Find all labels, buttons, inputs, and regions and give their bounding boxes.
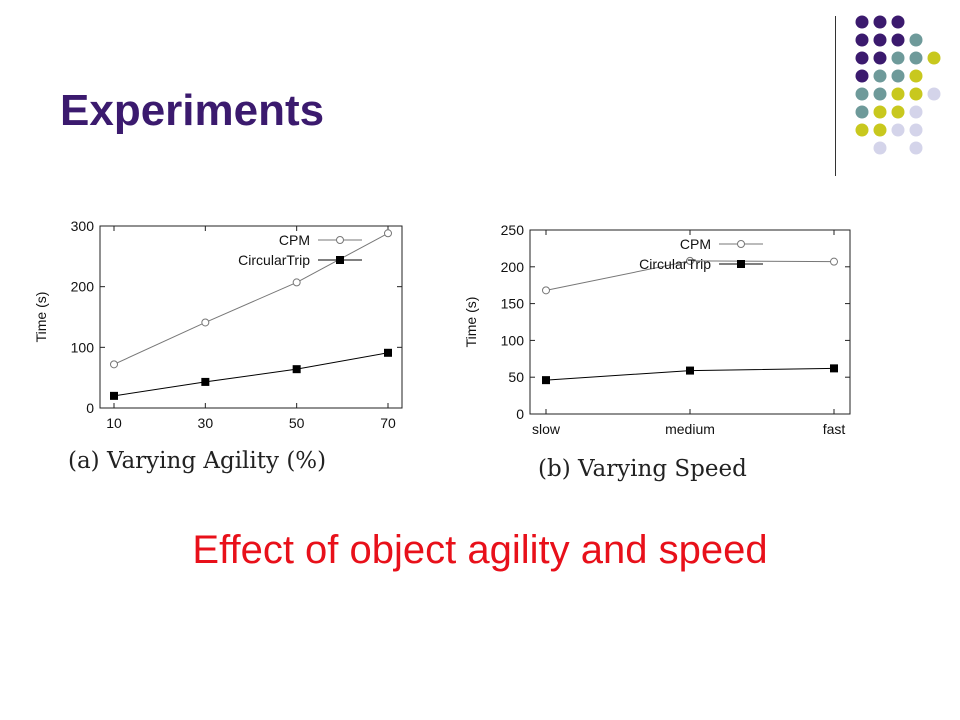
data-point: [686, 256, 694, 265]
y-tick-label: 300: [71, 218, 95, 234]
legend-marker: [737, 240, 745, 248]
data-point: [292, 278, 301, 287]
x-tick-label: slow: [532, 421, 561, 437]
decor-dot: [855, 69, 869, 83]
data-point: [384, 348, 392, 357]
data-point: [830, 257, 838, 266]
decor-dot: [891, 33, 905, 47]
y-tick-label: 250: [501, 222, 525, 238]
decor-dot: [891, 123, 905, 137]
chart-a-caption: (a) Varying Agility (%): [68, 448, 327, 474]
data-point: [830, 364, 838, 373]
decor-dot: [891, 87, 905, 101]
decor-dot: [909, 141, 923, 155]
x-tick-label: 10: [106, 415, 122, 431]
decor-dot: [855, 87, 869, 101]
data-point: [686, 366, 694, 375]
y-axis-label: Time (s): [463, 297, 479, 348]
decor-dot: [909, 87, 923, 101]
data-point: [384, 229, 392, 238]
data-point: [110, 391, 118, 400]
decor-dot: [873, 105, 887, 119]
decor-dot: [855, 33, 869, 47]
x-tick-label: 30: [198, 415, 214, 431]
decor-dot: [855, 123, 869, 137]
decor-dot: [873, 51, 887, 65]
legend-marker: [336, 256, 344, 264]
x-tick-label: medium: [665, 421, 715, 437]
chart-varying-agility: 0 100 200 300 10 30 50 70 Time (s) CPM CircularTri…: [33, 218, 403, 431]
decor-dot: [909, 51, 923, 65]
x-tick-label: 50: [289, 415, 305, 431]
y-tick-label: 0: [516, 406, 524, 422]
decor-dot: [909, 105, 923, 119]
decorative-divider: [835, 16, 836, 176]
legend-label: CPM: [680, 236, 711, 252]
decor-dot: [873, 15, 887, 29]
slide-title: Experiments: [60, 86, 325, 135]
decor-dot: [891, 15, 905, 29]
decor-dot: [873, 87, 887, 101]
y-tick-label: 150: [501, 296, 525, 312]
y-tick-label: 100: [71, 339, 95, 355]
decor-dot: [891, 105, 905, 119]
data-point: [542, 376, 550, 385]
decor-dot: [855, 15, 869, 29]
decor-dot: [891, 51, 905, 65]
x-tick-label: fast: [823, 421, 846, 437]
decor-dot: [927, 87, 941, 101]
y-tick-label: 200: [71, 279, 95, 295]
decor-dot: [909, 123, 923, 137]
plot-frame: [99, 225, 403, 409]
decor-dot: [855, 105, 869, 119]
legend-label: CircularTrip: [238, 252, 310, 268]
legend-marker: [336, 236, 344, 244]
data-point: [292, 365, 301, 374]
legend-label: CPM: [279, 232, 310, 248]
x-tick-label: 70: [380, 415, 396, 431]
y-tick-label: 0: [86, 400, 94, 416]
series-line: [113, 352, 389, 397]
decor-dot: [873, 141, 887, 155]
decor-dot: [873, 69, 887, 83]
decor-dot: [891, 69, 905, 83]
decor-dot: [873, 33, 887, 47]
decor-dot: [909, 69, 923, 83]
chart-varying-speed: 0 50 100 150 200 250 slow medium fast Time (s) CPM…: [463, 222, 851, 437]
slide-subtitle: Effect of object agility and speed: [192, 528, 768, 572]
data-point: [201, 377, 210, 386]
y-tick-label: 100: [501, 332, 525, 348]
decor-dot: [873, 123, 887, 137]
decor-dot: [855, 51, 869, 65]
decor-dot: [927, 51, 941, 65]
data-point: [110, 360, 118, 369]
data-point: [542, 286, 550, 295]
y-tick-label: 50: [508, 369, 524, 385]
data-point: [201, 318, 210, 327]
decor-dot: [909, 33, 923, 47]
y-tick-label: 200: [501, 259, 525, 275]
legend-marker: [737, 260, 745, 268]
chart-b-caption: (b) Varying Speed: [538, 456, 747, 482]
legend-label: CircularTrip: [639, 256, 711, 272]
y-axis-label: Time (s): [33, 292, 49, 343]
